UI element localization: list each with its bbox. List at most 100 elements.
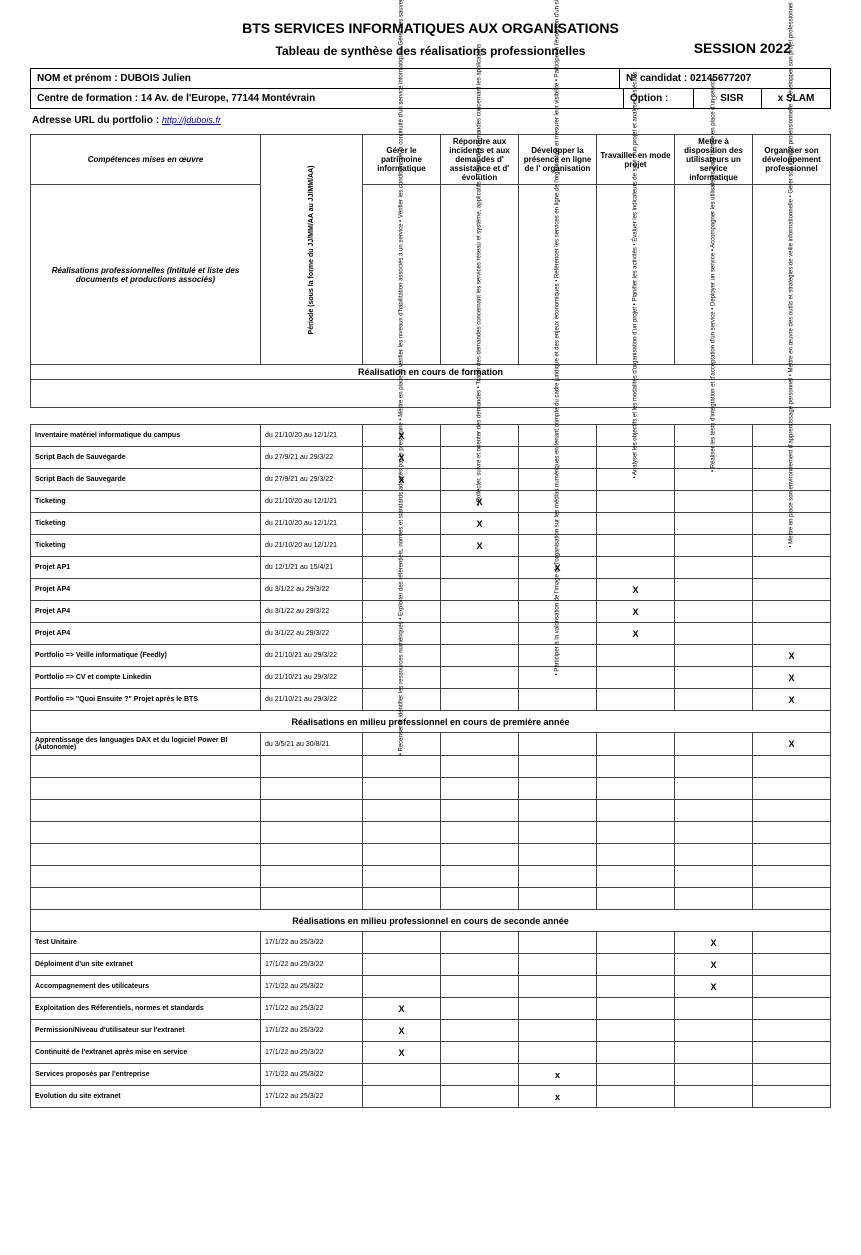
mark-cell [441,733,519,756]
mark-cell [363,976,441,998]
empty-row [31,800,831,822]
mark-cell: X [753,733,831,756]
row-name: Déploiment d'un site extranet [31,954,261,976]
table-row: Portfolio => Veille informatique (Feedly… [31,645,831,667]
empty-row [31,888,831,910]
row-period: du 27/9/21 au 29/3/22 [261,469,363,491]
empty-row [31,844,831,866]
mark-cell: X [597,601,675,623]
mark-cell [597,1042,675,1064]
mark-cell [753,601,831,623]
session-label: SESSION 2022 [694,40,791,56]
row-period: 17/1/22 au 25/3/22 [261,976,363,998]
mark-cell [363,1064,441,1086]
row-period: 17/1/22 au 25/3/22 [261,932,363,954]
mark-cell [597,667,675,689]
row-period: 17/1/22 au 25/3/22 [261,998,363,1020]
row-period: du 21/10/20 au 12/1/21 [261,513,363,535]
mark-cell [675,667,753,689]
mark-cell [519,1042,597,1064]
row-name: Evolution du site extranet [31,1086,261,1108]
mark-cell [519,1020,597,1042]
row-period: 17/1/22 au 25/3/22 [261,1042,363,1064]
section-header-row: Réalisations en milieu professionnel en … [31,711,831,733]
mark-cell [441,601,519,623]
row-name: Projet AP4 [31,579,261,601]
mark-cell: X [363,998,441,1020]
mark-cell [597,645,675,667]
table-row: Test Unitaire17/1/22 au 25/3/22 X [31,932,831,954]
mark-cell [597,689,675,711]
row-period: du 3/5/21 au 30/8/21 [261,733,363,756]
mark-cell [597,954,675,976]
table-row: Déploiment d'un site extranet17/1/22 au … [31,954,831,976]
table-row: Projet AP1du 12/1/21 au 15/4/21X [31,557,831,579]
candidate-value: 02145677207 [690,73,751,84]
row-name: Ticketing [31,491,261,513]
row-name: Portfolio => "Quoi Ensuite ?" Projet apr… [31,689,261,711]
row-name: Projet AP4 [31,623,261,645]
mark-cell [441,623,519,645]
mark-cell [675,1086,753,1108]
table-row: Apprentissage des languages DAX et du lo… [31,733,831,756]
mark-cell: X [675,954,753,976]
mark-cell [675,623,753,645]
mark-cell [597,733,675,756]
mark-cell [675,645,753,667]
mark-cell [363,932,441,954]
mark-cell [675,535,753,557]
subcol-2: • Participer à la valorisation de l'imag… [554,0,561,675]
competence-matrix-header: Compétences mises en œuvre Période (sous… [30,134,831,408]
table-row: Evolution du site extranet17/1/22 au 25/… [31,1086,831,1108]
section-header: Réalisations en milieu professionnel en … [31,910,831,932]
row-period: 17/1/22 au 25/3/22 [261,1086,363,1108]
row-period: du 3/1/22 au 29/3/22 [261,623,363,645]
portfolio-link[interactable]: http://jdubois.fr [162,115,221,125]
mark-cell: X [675,932,753,954]
subcol-5: • Mettre en place son environnement d'ap… [788,2,795,547]
centre-value: 14 Av. de l'Europe, 77144 Montévrain [141,93,315,104]
mark-cell [519,998,597,1020]
row-name: Test Unitaire [31,932,261,954]
row-name: Services proposés par l'entreprise [31,1064,261,1086]
row-period: du 21/10/21 au 29/3/22 [261,689,363,711]
mark-cell [441,1064,519,1086]
mark-cell [675,579,753,601]
subcol-4: • Réaliser les tests d'intégration et d'… [710,77,717,471]
period-header: Période (sous la forme du JJ/MM/AA au JJ… [308,165,316,334]
mark-cell [597,557,675,579]
mark-cell: X [753,667,831,689]
mark-cell [597,535,675,557]
row-name: Continuité de l'extranet après mise en s… [31,1042,261,1064]
row-name: Apprentissage des languages DAX et du lo… [31,733,261,756]
empty-row [31,756,831,778]
mark-cell [675,1042,753,1064]
table-row: Continuité de l'extranet après mise en s… [31,1042,831,1064]
mark-cell [519,733,597,756]
mark-cell [753,998,831,1020]
option-sisr: SISR [720,93,743,104]
mark-cell [519,932,597,954]
empty-row [31,778,831,800]
mark-cell [363,954,441,976]
mark-cell [675,689,753,711]
row-period: du 27/9/21 au 29/3/22 [261,447,363,469]
mark-cell [597,998,675,1020]
mark-cell: X [675,976,753,998]
row-period: du 3/1/22 au 29/3/22 [261,579,363,601]
mark-cell [753,579,831,601]
mark-cell [675,998,753,1020]
row-name: Permission/Niveau d'utilisateur sur l'ex… [31,1020,261,1042]
table-row: Portfolio => "Quoi Ensuite ?" Projet apr… [31,689,831,711]
row-period: du 21/10/20 au 12/1/21 [261,491,363,513]
mark-cell [519,976,597,998]
row-name: Accompagnement des utilicateurs [31,976,261,998]
table-row: Exploitation des Réferentiels, normes et… [31,998,831,1020]
mark-cell [675,1020,753,1042]
mark-cell [441,954,519,976]
mark-cell [675,733,753,756]
row-period: du 21/10/21 au 29/3/22 [261,645,363,667]
mark-cell [441,645,519,667]
competence-matrix-body: Inventaire matériel informatique du camp… [30,424,831,1108]
row-name: Projet AP1 [31,557,261,579]
